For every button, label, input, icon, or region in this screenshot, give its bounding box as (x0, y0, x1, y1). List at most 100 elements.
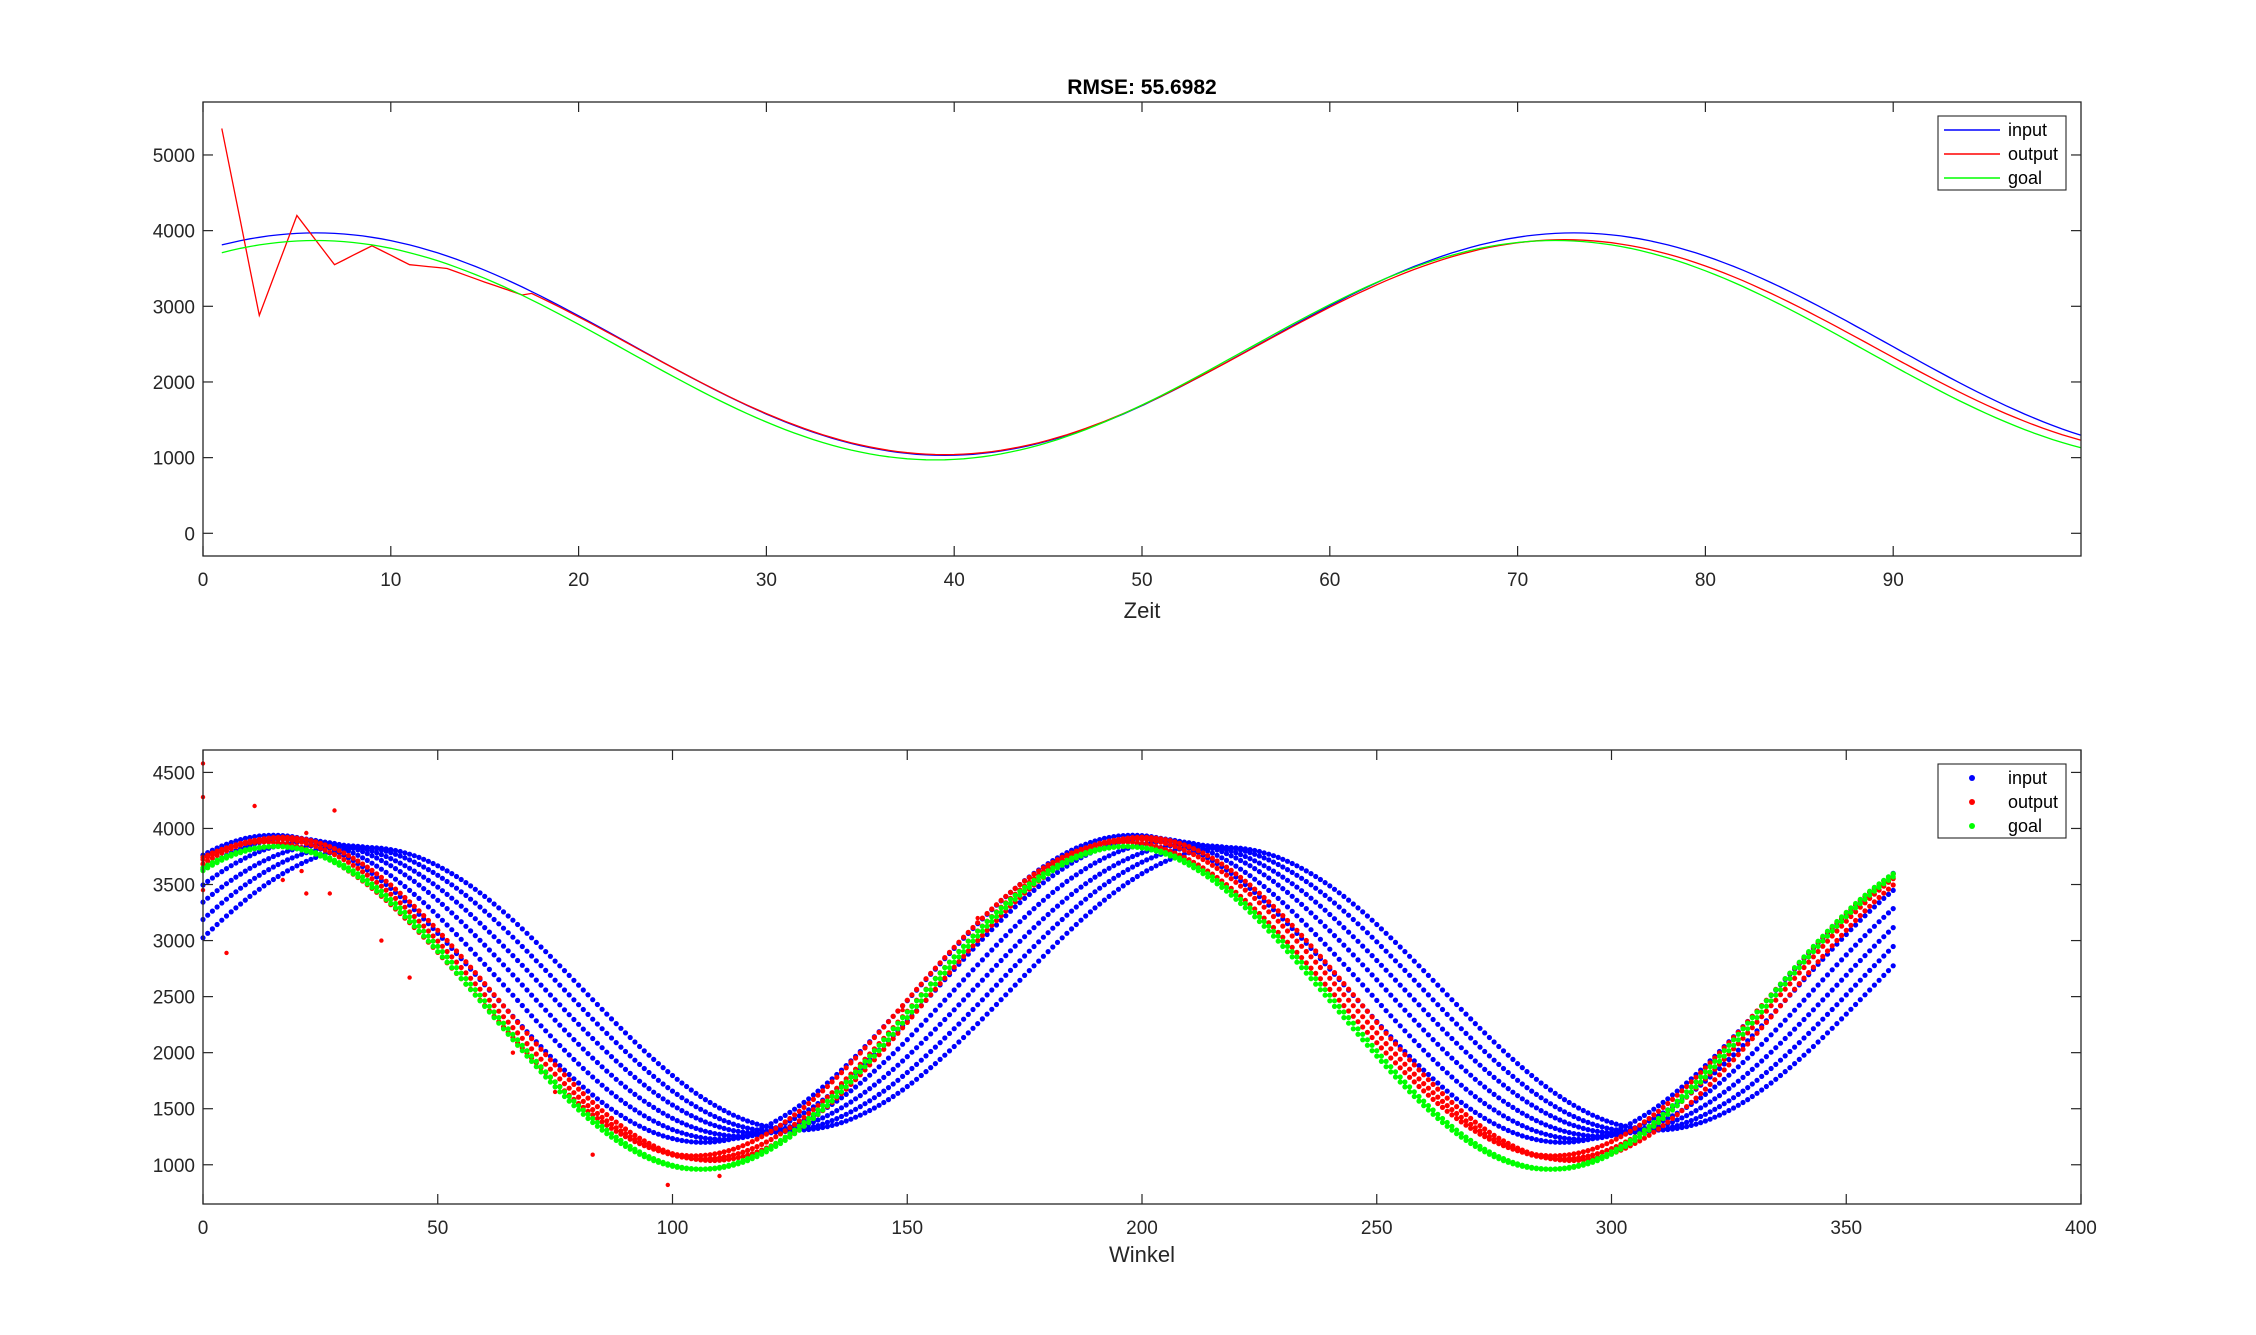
scatter-point-output (505, 1008, 511, 1014)
scatter-point-input (622, 1115, 629, 1121)
scatter-point-output (1477, 1128, 1483, 1134)
scatter-point-goal (1862, 892, 1868, 898)
scatter-point-input (1284, 877, 1291, 883)
scatter-point-input (1388, 935, 1394, 941)
scatter-point-goal (914, 1003, 920, 1010)
scatter-point-input (1853, 962, 1859, 968)
scatter-point-input (524, 930, 530, 936)
scatter-point-input (1552, 1125, 1558, 1131)
scatter-point-input (238, 871, 244, 877)
scatter-point-goal (853, 1069, 859, 1075)
scatter-point-output (1641, 1135, 1647, 1141)
scatter-point-input (604, 1068, 610, 1074)
scatter-point-output (1331, 992, 1338, 998)
scatter-point-goal (932, 976, 939, 982)
scatter-point-goal (998, 905, 1004, 911)
scatter-outlier-output (975, 915, 980, 921)
scatter-point-goal (1857, 896, 1863, 902)
scatter-point-input (796, 1113, 802, 1119)
scatter-point-goal (641, 1151, 647, 1157)
scatter-point-goal (979, 923, 986, 929)
scatter-point-output (416, 918, 422, 924)
scatter-point-output (594, 1104, 601, 1110)
scatter-point-input (1209, 845, 1215, 851)
scatter-point-input (1735, 1102, 1741, 1108)
scatter-point-input (1233, 863, 1239, 869)
scatter-point-goal (1026, 884, 1032, 891)
scatter-point-output (1561, 1157, 1568, 1163)
scatter-point-input (1688, 1118, 1694, 1124)
scatter-point-goal (529, 1053, 535, 1059)
scatter-point-goal (252, 846, 258, 852)
scatter-point-input (1449, 1035, 1455, 1042)
scatter-point-input (745, 1125, 751, 1131)
scatter-point-output (721, 1149, 727, 1155)
scatter-point-output (857, 1050, 863, 1056)
scatter-point-output (674, 1152, 680, 1158)
scatter-point-input (1087, 892, 1093, 899)
scatter-point-goal (984, 918, 990, 925)
scatter-point-input (1763, 1083, 1769, 1090)
scatter-point-goal (900, 1020, 906, 1026)
scatter-point-input (975, 1021, 981, 1027)
scatter-point-goal (1327, 992, 1333, 998)
scatter-point-goal (1439, 1115, 1446, 1122)
scatter-point-input (735, 1133, 741, 1139)
scatter-point-goal (1270, 933, 1277, 939)
scatter-point-goal (843, 1079, 849, 1085)
scatter-point-goal (806, 1119, 812, 1126)
scatter-point-input (890, 1081, 896, 1087)
scatter-point-output (519, 1025, 525, 1031)
scatter-point-input (1017, 919, 1023, 925)
scatter-point-input (726, 1110, 732, 1116)
scatter-point-input (1796, 1056, 1802, 1062)
scatter-point-goal (1515, 1161, 1521, 1167)
scatter-point-input (392, 847, 399, 854)
scatter-point-output (1491, 1136, 1497, 1143)
scatter-point-input (1505, 1101, 1511, 1107)
scatter-point-input (1468, 1054, 1474, 1060)
scatter-point-input (1003, 953, 1009, 959)
scatter-point-input (900, 1073, 906, 1079)
scatter-outlier-output (590, 1152, 595, 1157)
scatter-point-input (1458, 1099, 1464, 1105)
scatter-point-input (1740, 1088, 1746, 1094)
scatter-point-input (1824, 1011, 1831, 1018)
scatter-point-input (965, 1030, 971, 1036)
scatter-point-input (1120, 869, 1126, 876)
scatter-point-output (360, 869, 366, 875)
scatter-point-input (932, 1061, 939, 1067)
scatter-point-goal (684, 1165, 690, 1171)
scatter-point-input (242, 897, 248, 903)
scatter-point-output (834, 1074, 840, 1080)
scatter-point-input (1867, 967, 1873, 974)
scatter-point-input (684, 1098, 690, 1104)
scatter-point-goal (1839, 914, 1845, 920)
scatter-point-input (1064, 912, 1070, 918)
scatter-point-goal (547, 1074, 554, 1080)
scatter-point-goal (1425, 1107, 1431, 1113)
scatter-point-input (1482, 1030, 1488, 1036)
scatter-point-goal (552, 1079, 558, 1085)
scatter-point-input (1815, 1021, 1821, 1027)
scatter-point-goal (730, 1162, 737, 1168)
scatter-point-input (1322, 880, 1328, 886)
scatter-point-goal (219, 857, 225, 863)
scatter-point-goal (397, 905, 403, 911)
scatter-point-input (571, 1056, 577, 1063)
scatter-point-output (1444, 1103, 1450, 1109)
scatter-point-input (1613, 1127, 1619, 1133)
x-tick-label: 400 (2065, 1218, 2097, 1239)
scatter-point-input (407, 875, 413, 881)
scatter-point-goal (904, 1009, 910, 1015)
scatter-point-input (1585, 1119, 1591, 1125)
scatter-point-input (768, 1121, 774, 1127)
scatter-point-input (1069, 908, 1075, 914)
scatter-point-output (1425, 1092, 1431, 1098)
scatter-point-goal (895, 1020, 901, 1026)
scatter-point-output (801, 1104, 807, 1110)
scatter-point-input (571, 1037, 577, 1043)
scatter-point-input (1679, 1084, 1685, 1090)
scatter-point-input (693, 1115, 699, 1121)
scatter-point-goal (547, 1079, 554, 1085)
